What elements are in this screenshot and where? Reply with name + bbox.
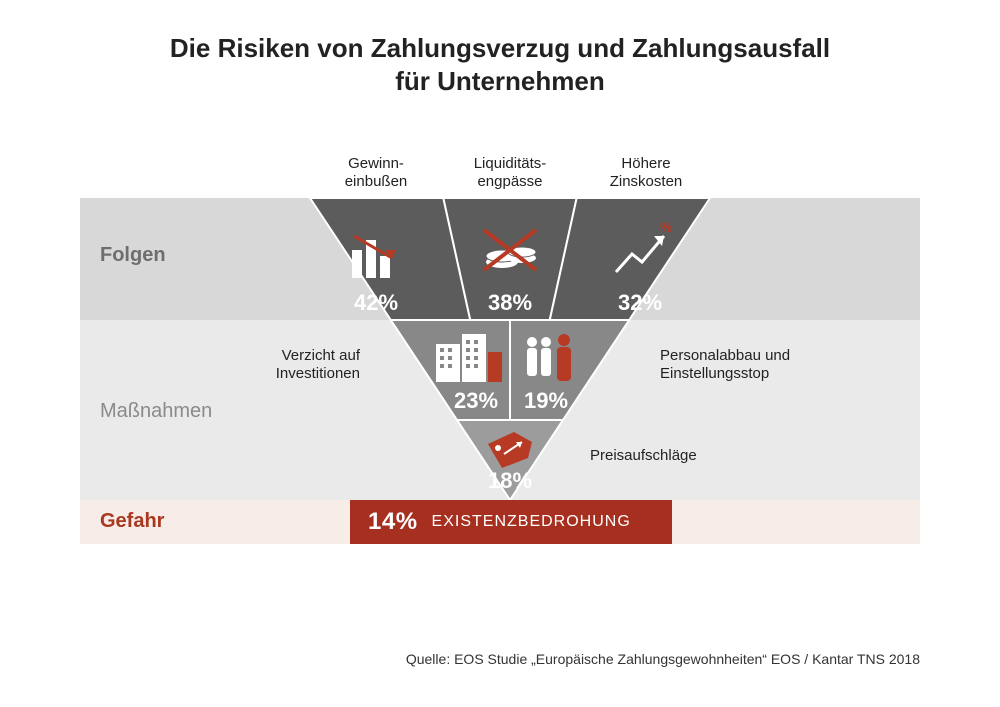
pct-personal: 19%	[524, 388, 568, 413]
label-liquid-2: engpässe	[477, 173, 542, 190]
title-line-1: Die Risiken von Zahlungsverzug und Zahlu…	[170, 33, 830, 63]
label-invest-1: Verzicht auf	[282, 347, 361, 364]
svg-text:%: %	[660, 219, 673, 235]
label-personal-1: Personalabbau und	[660, 347, 790, 364]
danger-bar: 14% EXISTENZBEDROHUNG	[350, 500, 672, 544]
label-zins-2: Zinskosten	[610, 173, 683, 190]
pct-gewinn: 42%	[354, 290, 398, 315]
funnel-row-massnahmen-a	[391, 320, 629, 420]
pct-invest: 23%	[454, 388, 498, 413]
title-line-2: für Unternehmen	[395, 66, 604, 96]
page-title: Die Risiken von Zahlungsverzug und Zahlu…	[0, 0, 1000, 97]
source-text: Quelle: EOS Studie „Europäische Zahlungs…	[406, 651, 920, 667]
pct-zins: 32%	[618, 290, 662, 315]
danger-pct: 14%	[368, 508, 418, 536]
pct-preis: 18%	[488, 468, 532, 493]
label-personal-2: Einstellungsstop	[660, 365, 769, 382]
label-gewinn-1: Gewinn-	[348, 155, 404, 172]
pct-liquid: 38%	[488, 290, 532, 315]
label-invest-2: Investitionen	[276, 365, 360, 382]
label-liquid-1: Liquiditäts-	[474, 155, 547, 172]
label-preis: Preisaufschläge	[590, 447, 697, 464]
infographic-canvas: Folgen Maßnahmen Gefahr Gewinn- einbußen…	[80, 150, 920, 570]
danger-word: EXISTENZBEDROHUNG	[432, 513, 631, 531]
label-gewinn-2: einbußen	[345, 173, 408, 190]
people-icon	[527, 334, 571, 381]
label-zins-1: Höhere	[621, 155, 670, 172]
